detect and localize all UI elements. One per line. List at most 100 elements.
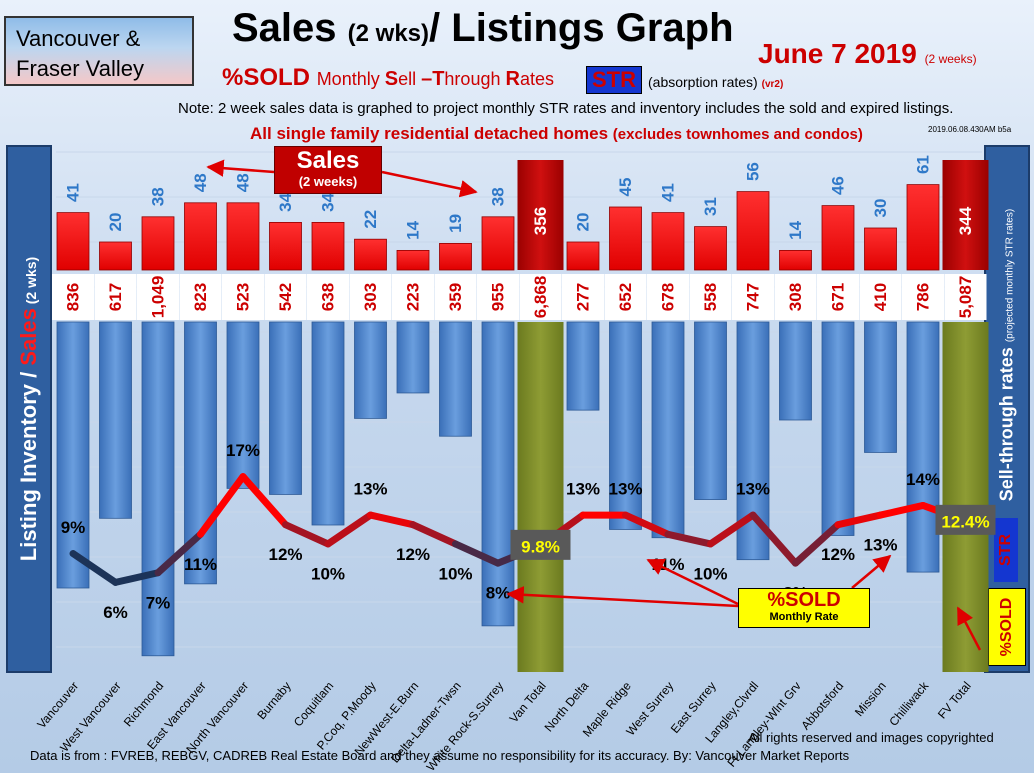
percent-line-segment — [154, 530, 204, 577]
sales-value-label: 31 — [701, 197, 720, 216]
inventory-bar — [226, 321, 260, 489]
footer-source: Data is from : FVREB, REBGV, CADREB Real… — [30, 748, 850, 763]
percent-total-label: 12.4% — [941, 512, 989, 531]
inventory-bar — [481, 321, 515, 627]
category-label: FV Total — [935, 679, 974, 722]
subtitle-s: S — [384, 68, 399, 90]
percent-total-badge — [935, 504, 996, 535]
percent-line-segment — [197, 473, 247, 538]
percent-line-segment — [834, 511, 884, 529]
region-line-2: Fraser Valley — [16, 56, 144, 81]
inventory-value-label: 955 — [489, 283, 508, 311]
subtitle-ates: ates — [519, 69, 554, 89]
inventory-bar — [821, 321, 855, 536]
timestamp-stamp: 2019.06.08.430AM b5a — [928, 125, 1012, 134]
scope-note: All single family residential detached h… — [250, 124, 863, 144]
subtitle-hrough: hrough — [444, 69, 506, 89]
inventory-bar — [269, 321, 302, 495]
percent-label: 10% — [693, 564, 727, 583]
percent-label: 13% — [863, 536, 897, 555]
subtitle-ell: ell — [398, 69, 422, 89]
inventory-label-bg — [519, 274, 562, 320]
callout-arrow — [646, 558, 739, 606]
percent-label: 6% — [103, 603, 128, 622]
inventory-value-label: 747 — [744, 283, 763, 311]
title-rest: / Listings Graph — [429, 6, 734, 50]
sales-bar-total — [517, 160, 564, 270]
sales-value-label: 41 — [659, 183, 678, 202]
percent-label: 12% — [268, 545, 302, 564]
inventory-label-bg — [477, 274, 519, 320]
callout-arrows — [206, 159, 982, 651]
sales-bar-total — [942, 160, 989, 270]
inventory-label-bg — [774, 274, 817, 320]
category-label: Burnaby — [254, 679, 293, 722]
right-sold-badge: %SOLD — [988, 588, 1026, 666]
sales-bar — [141, 216, 175, 271]
inventory-value-label: 523 — [234, 283, 253, 311]
inventory-label-bg — [52, 274, 94, 320]
right-str-badge: STR — [994, 518, 1018, 582]
sales-value-label: 344 — [956, 206, 975, 235]
inventory-value-label: 1,049 — [149, 276, 168, 319]
inventory-bar-total — [942, 322, 989, 672]
percent-label: 13% — [353, 480, 387, 499]
category-label: Van Total — [507, 679, 549, 725]
percent-line-segment — [324, 511, 374, 548]
percent-line-segment — [367, 511, 417, 529]
percent-label: 8% — [486, 584, 511, 603]
inventory-value-label: 786 — [914, 283, 933, 311]
inventory-bars — [56, 321, 989, 672]
sales-bar — [736, 191, 770, 271]
sales-bar — [439, 242, 472, 271]
inventory-bar — [609, 321, 642, 530]
sales-bar — [906, 184, 940, 271]
category-label: Vancouver — [34, 679, 81, 731]
inventory-value-label: 652 — [616, 283, 635, 311]
inventory-bar — [864, 321, 897, 453]
sales-value-label: 34 — [276, 192, 295, 211]
percent-label: 12% — [396, 545, 430, 564]
inventory-bar — [651, 321, 685, 539]
sold-callout-title: %SOLD — [767, 589, 841, 611]
inventory-value-label: 542 — [276, 283, 295, 311]
percent-label: 7% — [146, 593, 171, 612]
inventory-value-labels: 836 617 1,049 823 523 542 638 303 223 359 955 6,868… — [52, 274, 987, 320]
inventory-bar — [354, 321, 387, 419]
report-date: June 7 2019 (2 weeks) — [758, 38, 977, 70]
sales-value-labels: 41 20 38 48 48 34 34 22 14 19 38 356 20 45 41 31 56 14 46 3… — [64, 155, 976, 240]
percent-label: 10% — [311, 564, 345, 583]
percent-line-segment — [409, 521, 459, 548]
inventory-label-bg — [817, 274, 859, 320]
percent-total-badge — [510, 529, 571, 560]
sales-bars — [56, 160, 989, 271]
callout-arrow — [851, 554, 892, 589]
percent-line-segment — [622, 511, 672, 538]
inventory-bar — [396, 321, 430, 394]
sales-bar — [864, 227, 897, 271]
inventory-bar — [566, 321, 600, 411]
sales-bar — [354, 238, 387, 271]
inventory-value-label: 836 — [64, 283, 83, 311]
footer-rights: All rights reserved and images copyright… — [748, 730, 994, 745]
percent-label: 11% — [184, 555, 217, 574]
sales-value-label: 14 — [404, 220, 423, 239]
date-main: June 7 2019 — [758, 38, 925, 69]
sales-bar — [821, 205, 855, 271]
sales-bar — [226, 202, 260, 271]
sales-value-label: 356 — [531, 207, 550, 235]
right-axis-panel — [984, 145, 1030, 673]
inventory-label-bg — [859, 274, 902, 320]
inventory-label-bg — [307, 274, 349, 320]
sales-value-label: 20 — [574, 213, 593, 232]
category-label: Coquitlam — [291, 679, 336, 729]
sales-bar — [311, 221, 345, 271]
inventory-bar — [906, 321, 940, 573]
left-axis-panel — [6, 145, 52, 673]
sales-value-label: 20 — [106, 213, 125, 232]
inventory-label-bg — [732, 274, 774, 320]
sales-bar — [269, 221, 302, 271]
inventory-label-bg — [944, 274, 987, 320]
inventory-value-label: 277 — [574, 283, 593, 311]
inventory-label-bg — [902, 274, 944, 320]
